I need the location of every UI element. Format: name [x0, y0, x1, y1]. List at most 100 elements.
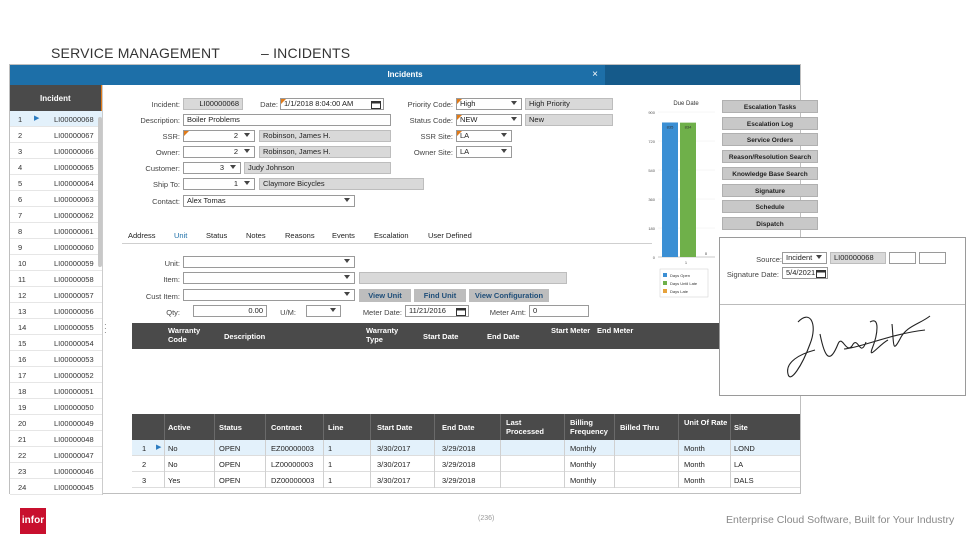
owner-select[interactable]: 2 — [183, 146, 255, 158]
meter-date-field[interactable]: 11/21/2016 — [405, 305, 469, 317]
contract-col-header[interactable]: Billing Frequency — [570, 418, 608, 436]
ssr-site-select[interactable]: LA — [456, 130, 512, 142]
contract-col-header[interactable]: Line — [328, 423, 344, 432]
cust-item-select[interactable] — [183, 289, 355, 301]
description-field[interactable]: Boiler Problems — [183, 114, 391, 126]
contract-col-header[interactable]: Billed Thru — [620, 423, 660, 432]
incident-list-row[interactable]: 16 LI00000053 — [10, 351, 102, 367]
calendar-icon[interactable] — [816, 269, 826, 278]
incident-list-row[interactable]: 7 LI00000062 — [10, 207, 102, 223]
customer-select[interactable]: 3 — [183, 162, 241, 174]
tab-address[interactable]: Address — [128, 231, 156, 240]
incident-list-row[interactable]: 21 LI00000048 — [10, 431, 102, 447]
row-number: 10 — [18, 259, 27, 268]
incident-list-row[interactable]: 12 LI00000057 — [10, 287, 102, 303]
source-select[interactable]: Incident — [782, 252, 827, 264]
side-button-escalation-log[interactable]: Escalation Log — [722, 116, 818, 130]
contract-row[interactable]: 3 Yes OPEN DZ00000003 1 3/30/2017 3/29/2018 Mon… — [132, 472, 800, 488]
warranty-col-header[interactable]: Start Date — [423, 332, 459, 341]
infor-logo: infor — [20, 508, 46, 534]
side-button-service-orders[interactable]: Service Orders — [722, 133, 818, 147]
incident-list-row[interactable]: 9 LI00000060 — [10, 239, 102, 255]
side-button-dispatch[interactable]: Dispatch — [722, 216, 818, 230]
tab-escalation[interactable]: Escalation — [374, 231, 409, 240]
warranty-col-header[interactable]: End Meter — [597, 326, 634, 335]
incident-list-row[interactable]: 5 LI00000064 — [10, 175, 102, 191]
incident-list-row[interactable]: 17 LI00000052 — [10, 367, 102, 383]
incident-list-row[interactable]: 4 LI00000065 — [10, 159, 102, 175]
incident-list-row[interactable]: 1 ▶ LI00000068 — [10, 111, 102, 127]
signature-date-field[interactable]: 5/4/2021 — [782, 267, 828, 279]
tab-user-defined[interactable]: User Defined — [428, 231, 472, 240]
side-button-reason-resolution-search[interactable]: Reason/Resolution Search — [722, 150, 818, 164]
source-id-field: LI00000068 — [830, 252, 886, 264]
tab-events[interactable]: Events — [332, 231, 355, 240]
tab-status[interactable]: Status — [206, 231, 228, 240]
incident-list-row[interactable]: 19 LI00000050 — [10, 399, 102, 415]
warranty-col-header[interactable]: Warranty Type — [366, 326, 399, 344]
incident-list-row[interactable]: 24 LI00000045 — [10, 479, 102, 495]
source-extra-field-1[interactable] — [889, 252, 916, 264]
incident-list-row[interactable]: 15 LI00000054 — [10, 335, 102, 351]
contact-select[interactable]: Alex Tomas — [183, 195, 355, 207]
incident-list-header[interactable]: Incident — [10, 85, 102, 111]
owner-site-select[interactable]: LA — [456, 146, 512, 158]
incident-list-row[interactable]: 11 LI00000058 — [10, 271, 102, 287]
side-button-knowledge-base-search[interactable]: Knowledge Base Search — [722, 166, 818, 180]
calendar-icon[interactable] — [371, 100, 381, 109]
contract-row[interactable]: 1 ▶ No OPEN EZ00000003 1 3/30/2017 3/29/2018 Mon… — [132, 440, 800, 456]
incident-list-row[interactable]: 8 LI00000061 — [10, 223, 102, 239]
ship-to-select[interactable]: 1 — [183, 178, 255, 190]
ssr-name: Robinson, James H. — [259, 130, 391, 142]
warranty-col-header[interactable]: Start Meter — [551, 326, 591, 335]
splitter-handle-icon[interactable]: · · · — [104, 320, 107, 337]
tab-notes[interactable]: Notes — [246, 231, 266, 240]
incident-field[interactable]: LI00000068 — [183, 98, 243, 110]
contract-col-header[interactable]: Contract — [271, 423, 302, 432]
close-icon[interactable]: × — [592, 69, 598, 80]
incident-column-header[interactable]: Incident — [40, 94, 71, 103]
incident-list-row[interactable]: 3 LI00000066 — [10, 143, 102, 159]
contract-col-header[interactable]: Status — [219, 423, 242, 432]
tab-reasons[interactable]: Reasons — [285, 231, 315, 240]
unit-select[interactable] — [183, 256, 355, 268]
incident-list-row[interactable]: 6 LI00000063 — [10, 191, 102, 207]
view-configuration-button[interactable]: View Configuration — [469, 289, 549, 302]
contract-col-header[interactable]: End Date — [442, 423, 475, 432]
incident-list-row[interactable]: 22 LI00000047 — [10, 447, 102, 463]
warranty-col-header[interactable]: End Date — [487, 332, 520, 341]
status-code-select[interactable]: NEW — [456, 114, 522, 126]
warranty-col-header[interactable]: Warranty Code — [168, 326, 201, 344]
tab-unit[interactable]: Unit — [174, 231, 188, 240]
find-unit-button[interactable]: Find Unit — [414, 289, 466, 302]
contract-col-header[interactable]: Active — [168, 423, 191, 432]
incident-list-row[interactable]: 13 LI00000056 — [10, 303, 102, 319]
incident-list-row[interactable]: 23 LI00000046 — [10, 463, 102, 479]
incident-list-row[interactable]: 18 LI00000051 — [10, 383, 102, 399]
contract-col-header[interactable]: Unit Of Rate — [684, 418, 728, 427]
contract-col-header[interactable]: Start Date — [377, 423, 413, 432]
qty-field[interactable]: 0.00 — [193, 305, 267, 317]
list-scrollbar[interactable] — [98, 117, 102, 267]
incident-list-row[interactable]: 2 LI00000067 — [10, 127, 102, 143]
contract-col-header[interactable]: Site — [734, 423, 748, 432]
priority-code-select[interactable]: High — [456, 98, 522, 110]
side-button-signature[interactable]: Signature — [722, 183, 818, 197]
calendar-icon[interactable] — [456, 307, 466, 316]
warranty-col-header[interactable]: Description — [224, 332, 266, 341]
meter-amt-field[interactable]: 0 — [529, 305, 589, 317]
contract-row[interactable]: 2 No OPEN LZ00000003 1 3/30/2017 3/29/2018 Mont… — [132, 456, 800, 472]
ssr-select[interactable]: 2 — [183, 130, 255, 142]
row-number: 24 — [18, 483, 27, 492]
view-unit-button[interactable]: View Unit — [359, 289, 411, 302]
side-button-escalation-tasks[interactable]: Escalation Tasks — [722, 100, 818, 113]
incident-list-row[interactable]: 20 LI00000049 — [10, 415, 102, 431]
item-select[interactable] — [183, 272, 355, 284]
date-field[interactable]: 1/1/2018 8:04:00 AM — [280, 98, 384, 110]
contract-col-header[interactable]: Last Processed — [506, 418, 544, 436]
um-select[interactable] — [306, 305, 341, 317]
source-extra-field-2[interactable] — [919, 252, 946, 264]
incident-list-row[interactable]: 10 LI00000059 — [10, 255, 102, 271]
side-button-schedule[interactable]: Schedule — [722, 200, 818, 214]
incident-list-row[interactable]: 14 LI00000055 — [10, 319, 102, 335]
